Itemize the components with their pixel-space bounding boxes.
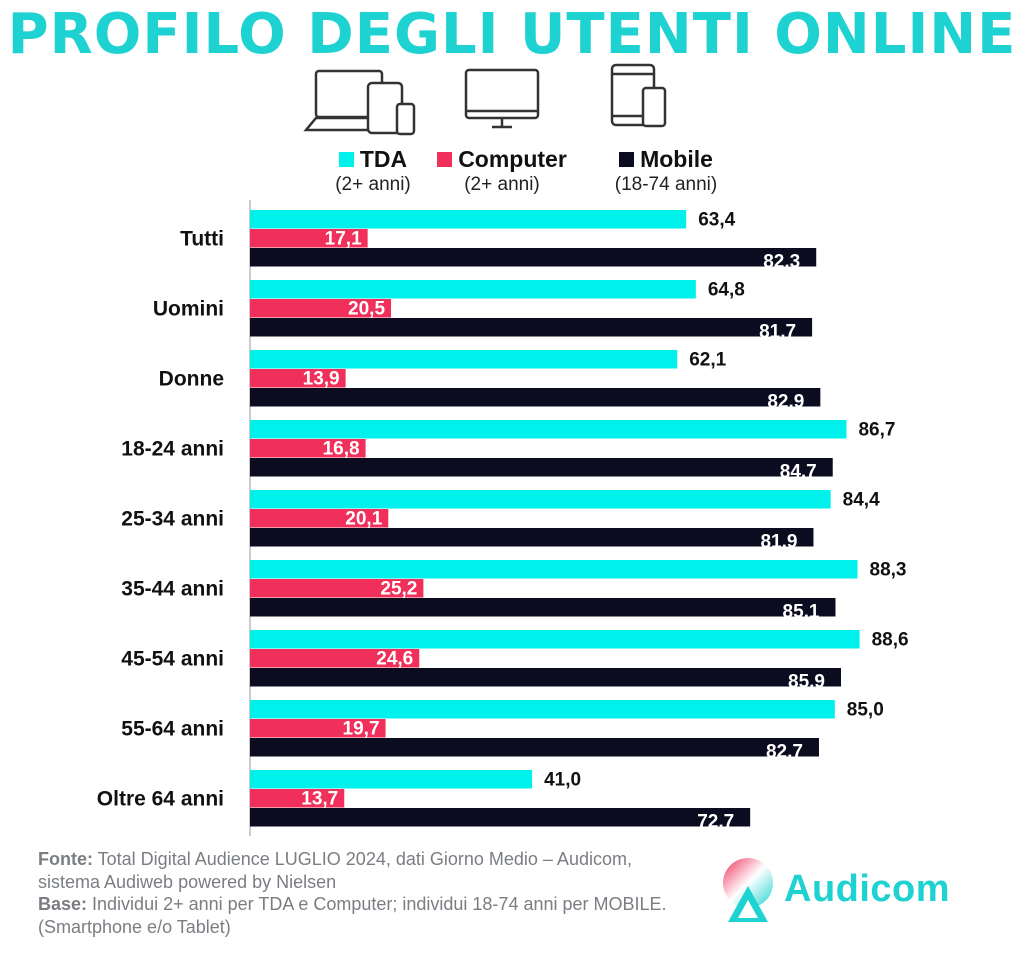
bar-tda <box>250 490 831 509</box>
tablet-phone-icon <box>610 63 667 128</box>
footer-base-text: Individui 2+ anni per TDA e Computer; in… <box>38 894 667 937</box>
legend-label: Mobile <box>640 146 713 172</box>
data-label-mobile: 82,9 <box>767 392 804 413</box>
bar-tda <box>250 350 678 369</box>
category-label: 25-34 anni <box>121 508 224 531</box>
data-label-tda: 64,8 <box>708 280 745 301</box>
footer-base-label: Base: <box>38 894 88 914</box>
data-label-tda: 86,7 <box>858 420 895 441</box>
data-label-tda: 84,4 <box>843 490 880 511</box>
category-label: Uomini <box>153 298 224 321</box>
data-label-computer: 13,7 <box>301 789 338 810</box>
data-label-computer: 19,7 <box>343 719 380 740</box>
data-label-computer: 16,8 <box>323 439 360 460</box>
bar-mobile <box>250 808 751 827</box>
bar-mobile <box>250 668 841 687</box>
data-label-mobile: 85,1 <box>783 602 820 623</box>
data-label-computer: 17,1 <box>325 229 362 250</box>
desktop-monitor-icon <box>464 68 540 129</box>
data-label-mobile: 82,7 <box>766 742 803 763</box>
bar-tda <box>250 560 858 579</box>
category-label: 45-54 anni <box>121 648 224 671</box>
legend-swatch-computer <box>437 152 453 167</box>
category-label: Oltre 64 anni <box>97 788 224 811</box>
legend-item-mobile: Mobile (18-74 anni) <box>592 146 740 196</box>
bar-mobile <box>250 458 833 477</box>
laptop-tablet-phone-icon <box>303 69 416 136</box>
category-label: Donne <box>159 368 224 391</box>
data-label-computer: 20,1 <box>345 509 382 530</box>
data-label-tda: 85,0 <box>847 700 884 721</box>
data-label-mobile: 82,3 <box>763 252 800 273</box>
data-label-tda: 88,3 <box>870 560 907 581</box>
device-icons <box>303 63 667 136</box>
legend-item-computer: Computer (2+ anni) <box>428 146 576 196</box>
data-label-mobile: 72,7 <box>697 812 734 833</box>
data-label-computer: 13,9 <box>303 369 340 390</box>
footer-source: Fonte: Total Digital Audience LUGLIO 202… <box>38 848 698 893</box>
data-label-mobile: 85,9 <box>788 672 825 693</box>
data-label-mobile: 81,9 <box>760 532 797 553</box>
bar-computer <box>250 649 420 668</box>
legend-sublabel: (2+ anni) <box>335 174 411 195</box>
data-label-computer: 24,6 <box>376 649 413 670</box>
legend-label: Computer <box>458 146 567 172</box>
category-label: 55-64 anni <box>121 718 224 741</box>
bar-computer <box>250 579 424 598</box>
bar-mobile <box>250 248 817 267</box>
data-label-tda: 63,4 <box>698 210 735 231</box>
bar-mobile <box>250 528 814 547</box>
bar-mobile <box>250 388 821 407</box>
bar-tda <box>250 770 533 789</box>
bar-computer <box>250 719 386 738</box>
bar-mobile <box>250 738 819 757</box>
bar-computer <box>250 229 368 248</box>
bar-mobile <box>250 318 813 337</box>
footer-base: Base: Individui 2+ anni per TDA e Comput… <box>38 893 698 938</box>
data-label-mobile: 81,7 <box>759 322 796 343</box>
bar-mobile <box>250 598 836 617</box>
bar-chart: Tutti 63,4 17,1 82,3 Uomini 64,8 20,5 81,7 Donne… <box>97 200 909 836</box>
legend-item-tda: TDA (2+ anni) <box>318 146 428 196</box>
category-label: 18-24 anni <box>121 438 224 461</box>
bar-tda <box>250 630 860 649</box>
footer-note: Fonte: Total Digital Audience LUGLIO 202… <box>38 848 698 938</box>
footer-source-label: Fonte: <box>38 849 93 869</box>
bar-computer <box>250 299 392 318</box>
data-label-computer: 20,5 <box>348 299 385 320</box>
legend-label: TDA <box>359 146 408 172</box>
data-label-computer: 25,2 <box>380 579 417 600</box>
bar-tda <box>250 700 835 719</box>
data-label-tda: 41,0 <box>544 770 581 791</box>
bar-computer <box>250 789 345 808</box>
audicom-logo-mark <box>723 858 773 922</box>
bar-tda <box>250 280 696 299</box>
page-title: PROFILO DEGLI UTENTI ONLINE <box>7 2 1017 67</box>
bar-computer <box>250 439 366 458</box>
data-label-tda: 88,6 <box>872 630 909 651</box>
category-label: Tutti <box>180 228 224 251</box>
footer-source-text: Total Digital Audience LUGLIO 2024, dati… <box>38 849 632 892</box>
bar-tda <box>250 210 687 229</box>
audicom-logo-text: Audicom <box>784 868 951 910</box>
data-label-tda: 62,1 <box>689 350 726 371</box>
bar-tda <box>250 420 847 439</box>
audicom-logo: Audicom <box>720 856 960 926</box>
chart-legend: TDA (2+ anni) Computer (2+ anni) Mobile … <box>0 146 1024 196</box>
legend-swatch-mobile <box>619 152 635 167</box>
legend-swatch-tda <box>338 152 354 167</box>
bar-computer <box>250 509 389 528</box>
category-label: 35-44 anni <box>121 578 224 601</box>
bar-computer <box>250 369 346 388</box>
data-label-mobile: 84,7 <box>780 462 817 483</box>
legend-sublabel: (2+ anni) <box>464 174 540 195</box>
legend-sublabel: (18-74 anni) <box>614 174 718 195</box>
